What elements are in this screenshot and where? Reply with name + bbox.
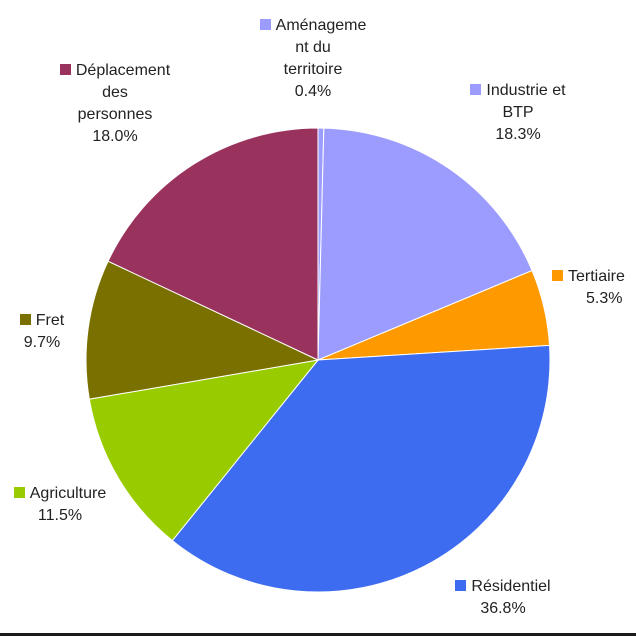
slice-label-amenagement: Aménageme nt du territoire 0.4% bbox=[243, 15, 383, 103]
pie-slice-d-placement-des-personnes bbox=[107, 127, 319, 361]
slice-value-label: 0.4% bbox=[294, 83, 332, 100]
slice-value-label: 36.8% bbox=[480, 600, 526, 617]
slice-label-fret: Fret 9.7% bbox=[2, 310, 82, 354]
pie-slice-fret bbox=[85, 260, 320, 400]
pie-slice-r-sidentiel bbox=[171, 344, 551, 593]
slice-value-label: 11.5% bbox=[37, 507, 83, 524]
slice-label-name: Aménageme bbox=[243, 15, 383, 37]
slice-label-tertiaire: Tertiaire 5.3% bbox=[552, 266, 636, 310]
slice-label-name-line: nt du bbox=[295, 39, 331, 56]
slice-label-name: Tertiaire bbox=[552, 266, 636, 288]
slice-label-name-line: BTP bbox=[502, 104, 534, 121]
slice-label-deplacement: Déplacement des personnes 18.0% bbox=[40, 60, 190, 148]
slice-label-name-line: territoire bbox=[283, 61, 343, 78]
slice-label-residentiel: Résidentiel 36.8% bbox=[433, 576, 573, 620]
slice-label-name: Fret bbox=[2, 310, 82, 332]
slice-label-name-line: des bbox=[102, 84, 128, 101]
slice-label-name-line: personnes bbox=[77, 106, 153, 123]
slice-label-name: Agriculture bbox=[0, 483, 125, 505]
slice-value-label: 18.3% bbox=[495, 126, 541, 143]
slice-label-name: Déplacement bbox=[40, 60, 190, 82]
slice-label-industrie: Industrie et BTP 18.3% bbox=[448, 80, 588, 146]
slice-value-label: 18.0% bbox=[92, 128, 138, 145]
slice-value-label: 5.3% bbox=[586, 290, 623, 307]
pie-slice-industrie-et-btp bbox=[317, 127, 533, 361]
slice-value-label: 9.7% bbox=[23, 334, 61, 351]
slice-label-name: Industrie et bbox=[448, 80, 588, 102]
bottom-border bbox=[0, 633, 636, 636]
pie-slice-agriculture bbox=[88, 359, 320, 542]
slice-label-agriculture: Agriculture 11.5% bbox=[0, 483, 125, 527]
slice-label-name: Résidentiel bbox=[433, 576, 573, 598]
